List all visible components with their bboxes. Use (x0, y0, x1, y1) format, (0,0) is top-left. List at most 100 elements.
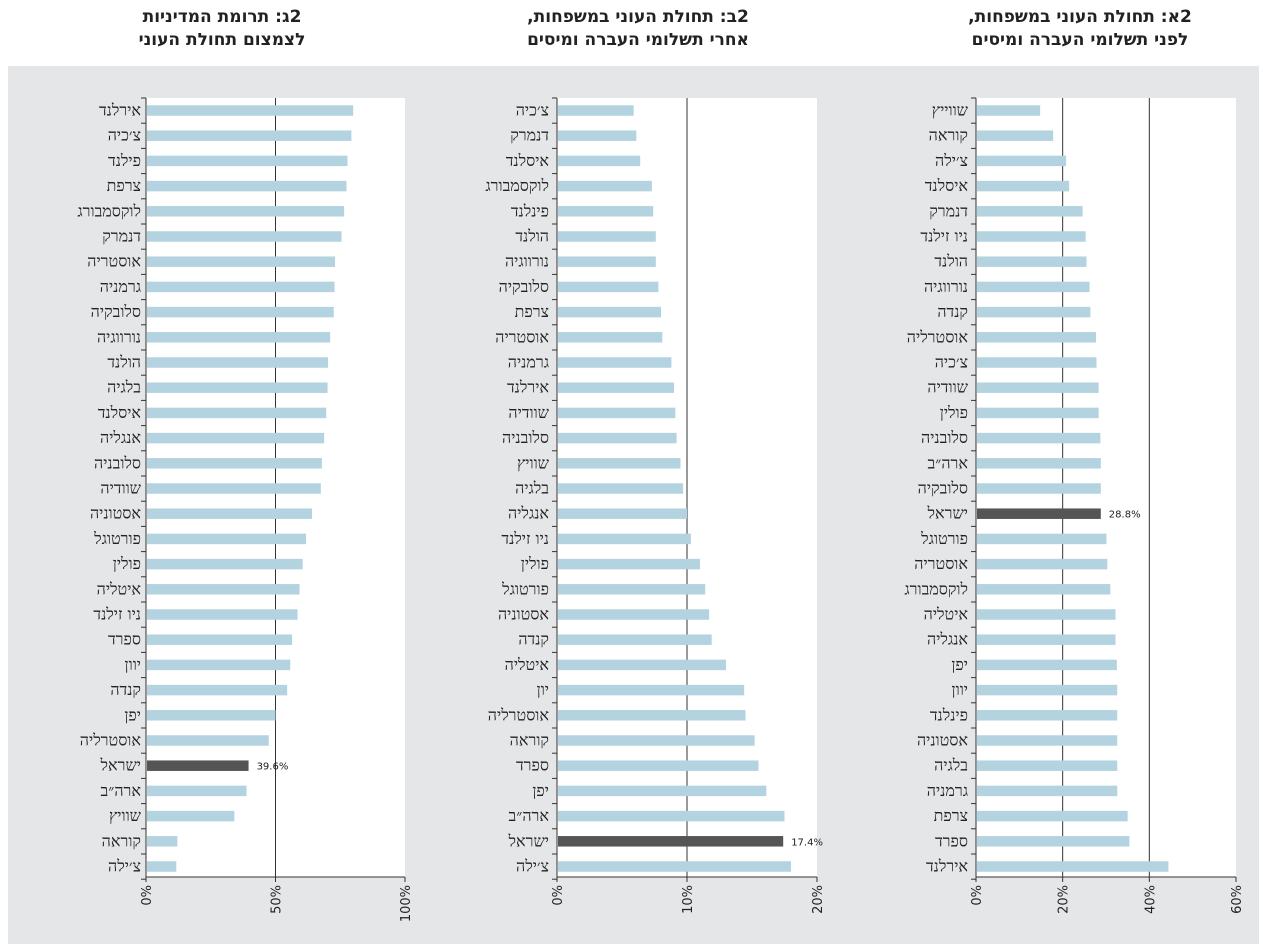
category-label-a-4: דנמרק (929, 201, 968, 220)
bar-a-30 (977, 861, 1169, 872)
bar-c-18 (147, 558, 303, 570)
bar-a-13 (977, 432, 1101, 444)
bar-b-14 (558, 458, 681, 469)
category-label-b-26: ספרד (516, 756, 549, 775)
bar-c-17 (147, 533, 307, 545)
bar-b-23 (558, 684, 745, 696)
category-label-a-22: יפן (951, 655, 968, 674)
category-label-c-14: סלובניה (94, 453, 141, 472)
category-label-c-18: פולין (113, 554, 141, 573)
category-label-c-26: ישראל (100, 756, 141, 775)
category-label-a-9: אוסטרליה (907, 327, 969, 346)
bar-b-21 (558, 634, 712, 645)
category-label-a-16: ישראל (927, 504, 968, 523)
category-label-b-20: אסטוניה (498, 605, 549, 624)
category-label-c-20: ניו זילנד (93, 605, 141, 624)
bar-c-25 (147, 735, 269, 746)
bar-c-13 (147, 432, 325, 444)
bar-c-30 (147, 861, 177, 872)
category-label-a-24: פינלנד (930, 705, 968, 724)
bar-b-2 (558, 155, 641, 167)
category-label-b-16: אנגליה (508, 504, 549, 523)
category-label-c-12: איסלנד (98, 403, 142, 422)
category-label-b-2: איסלנד (506, 151, 550, 170)
category-label-b-14: שוויץ (517, 453, 550, 472)
bar-b-11 (558, 382, 674, 393)
category-label-c-25: אוסטרליה (80, 731, 142, 750)
category-label-a-11: שוודיה (927, 378, 968, 397)
category-label-a-15: סלובקיה (918, 479, 968, 498)
bar-b-30 (558, 861, 791, 872)
category-label-b-5: הולנד (515, 227, 549, 246)
bar-c-27 (147, 785, 247, 797)
category-label-a-10: צ׳כיה (935, 353, 968, 372)
category-label-b-3: לוקסמבורג (485, 176, 549, 195)
category-label-a-18: אוסטריה (914, 554, 968, 573)
bar-a-7 (977, 281, 1090, 293)
category-label-b-4: פינלנד (511, 201, 549, 220)
bar-b-17 (558, 533, 691, 545)
bar-b-8 (558, 306, 661, 318)
category-label-c-11: בלגיה (107, 378, 141, 397)
bar-b-15 (558, 483, 684, 494)
category-label-a-8: קנדה (937, 302, 968, 321)
bar-c-16 (147, 508, 313, 519)
bar-a-11 (977, 382, 1099, 393)
category-label-b-12: שוודיה (508, 403, 549, 422)
category-label-c-22: יוון (125, 655, 141, 674)
bar-c-14 (147, 458, 322, 469)
bar-c-20 (147, 609, 298, 620)
bar-b-20 (558, 609, 710, 620)
category-label-c-2: פילנד (108, 151, 141, 170)
category-label-c-4: לוקסמבורג (77, 201, 141, 220)
category-label-b-17: ניו זילנד (501, 529, 549, 548)
category-label-c-13: אנגליה (100, 428, 141, 447)
chart-c-title: 2ג: תרומת המדיניות לצמצום תחולת העוני (138, 7, 306, 50)
data-label-a: 28.8% (1109, 510, 1141, 521)
category-label-c-8: סלובקיה (91, 302, 141, 321)
category-label-a-25: אסטוניה (917, 731, 968, 750)
bar-a-10 (977, 357, 1097, 368)
category-label-c-21: ספרד (108, 630, 141, 649)
bar-a-2 (977, 155, 1067, 167)
category-label-c-15: שוודיה (100, 479, 141, 498)
data-label-c: 39.6% (257, 762, 289, 773)
category-label-b-18: פולין (521, 554, 549, 573)
category-label-b-25: קוראה (510, 731, 549, 750)
category-label-b-22: איטליה (505, 655, 550, 674)
category-label-b-23: יון (537, 680, 549, 699)
category-label-b-28: ארה״ב (509, 806, 550, 825)
x-tick-label-b-1: 10% (681, 885, 696, 914)
bar-b-24 (558, 710, 746, 721)
category-label-a-6: הולנד (934, 252, 968, 271)
bar-c-9 (147, 332, 331, 343)
category-label-c-5: דנמרק (102, 227, 141, 246)
bar-c-24 (147, 710, 276, 721)
bar-b-29 (558, 836, 784, 847)
category-label-b-15: בלגיה (515, 479, 549, 498)
bar-b-16 (558, 508, 687, 519)
bar-b-6 (558, 256, 656, 267)
category-label-c-23: קנדה (110, 680, 141, 699)
category-label-a-29: ספרד (935, 831, 968, 850)
category-label-b-1: דנמרק (510, 126, 549, 145)
bar-a-27 (977, 785, 1118, 797)
category-label-c-27: ארה״ב (101, 781, 142, 800)
bar-a-0 (977, 105, 1041, 116)
bar-a-28 (977, 810, 1128, 822)
category-label-c-7: גרמניה (100, 277, 141, 296)
bar-c-5 (147, 231, 342, 242)
bar-a-25 (977, 735, 1118, 746)
bar-c-4 (147, 206, 345, 217)
bar-c-2 (147, 155, 348, 167)
bar-b-26 (558, 760, 759, 771)
chart-a-title: 2א: תחולת העוני במשפחות, לפני תשלומי העב… (968, 7, 1192, 50)
x-tick-label-a-2: 40% (1143, 885, 1158, 914)
bar-a-5 (977, 231, 1086, 242)
bar-a-6 (977, 256, 1087, 267)
bar-b-28 (558, 810, 785, 822)
bar-a-16 (977, 508, 1101, 519)
category-label-b-27: יפן (532, 781, 549, 800)
category-label-a-20: איטליה (924, 605, 969, 624)
category-label-a-3: איסלנד (925, 176, 969, 195)
